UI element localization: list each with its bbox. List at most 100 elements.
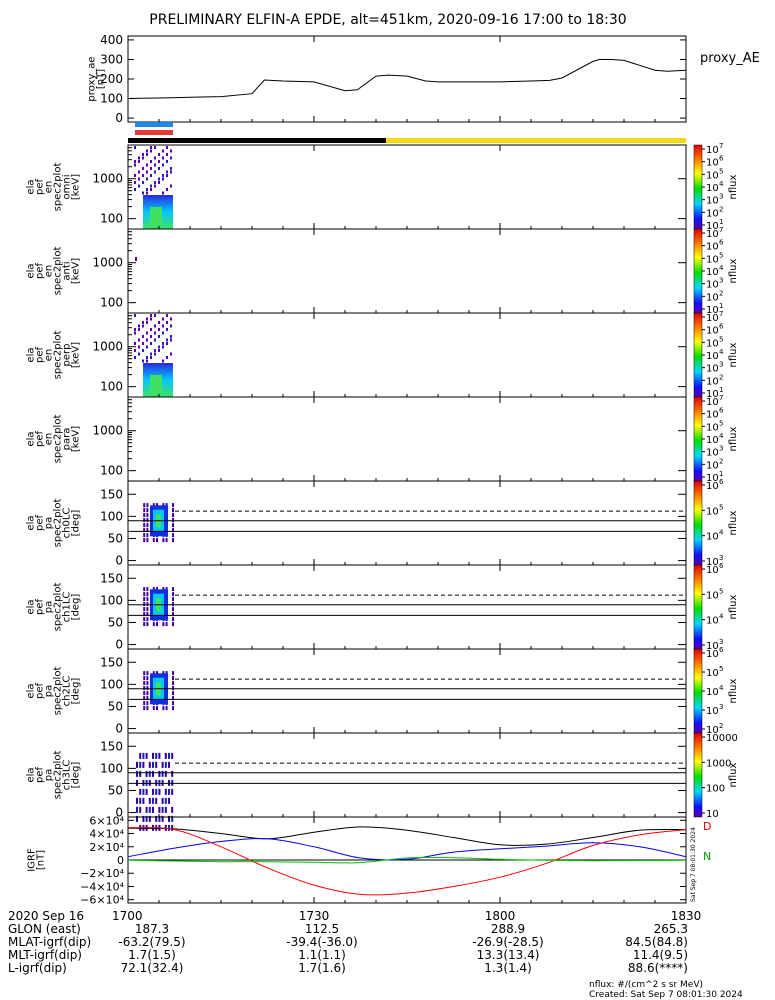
spectrogram-pixel [142, 349, 144, 352]
pitch-angle-pixel [143, 592, 146, 597]
spectrogram-pixel [142, 191, 144, 195]
pitch-angle-pixel [152, 752, 154, 759]
colorbar-label: nflux [728, 342, 739, 367]
orbit-value: 1.3(1.4) [484, 961, 532, 975]
pitch-angle-data-block [143, 503, 174, 543]
pitch-angle-pixel [143, 671, 146, 676]
colorbar-tick-label: 10 [706, 668, 719, 679]
energy-spectrogram-frame [127, 312, 687, 398]
pitch-angle-pixel [145, 815, 148, 822]
y-label-line: spec2plot [53, 331, 64, 380]
pitch-angle-pixel [146, 592, 149, 597]
y-label-line: spec2plot [53, 247, 64, 296]
spectrogram-pixel [134, 163, 136, 167]
pitch-angle-tick-label: 150 [100, 655, 123, 669]
pitch-angle-pixel [142, 752, 145, 759]
spectrogram-pixel [170, 149, 172, 153]
spectrogram-pixel [166, 338, 168, 342]
y-label-line: [deg] [71, 594, 82, 621]
pitch-angle-pixel [172, 706, 174, 711]
orbit-value: 13.3(13.4) [477, 948, 540, 962]
colorbar-tick-exponent: 1 [719, 218, 723, 226]
pitch-angle-frame [127, 564, 687, 650]
spectrogram-pixel [158, 177, 160, 181]
pitch-angle-pixel [172, 701, 174, 706]
igrf-tick-label: −6×10⁴ [80, 894, 124, 907]
pitch-angle-pixel [142, 761, 145, 768]
y-label-line: ch0LC [62, 508, 73, 539]
spectrogram-pixel [134, 356, 136, 359]
pitch-angle-pixel [171, 779, 174, 786]
pitch-angle-pixel [156, 538, 158, 543]
pitch-angle-pixel [143, 538, 146, 543]
colorbar-tick-exponent: 6 [719, 646, 724, 654]
proxy-ae-legend: proxy_AE [700, 51, 760, 66]
spectrogram-pixel [154, 352, 156, 356]
spectrogram-pixel [154, 163, 156, 167]
footer-units: nflux: #/(cm^2 s sr MeV) [589, 980, 703, 990]
pitch-angle-tick-label: 150 [100, 487, 123, 501]
pitch-angle-pixel [168, 797, 170, 804]
colorbar-tick-label: 1000 [706, 758, 731, 769]
pitch-angle-pixel [139, 806, 142, 813]
spectrogram-pixel [166, 170, 168, 174]
igrf-tick-label: 6×10⁴ [89, 814, 124, 827]
spectrogram-pixel [142, 335, 144, 338]
pitch-angle-pixel [172, 696, 174, 701]
colorbar-tick-label: 10 [706, 435, 719, 446]
spectrogram-pixel [150, 146, 152, 149]
orbit-value: -39.4(-36.0) [286, 935, 357, 949]
pitch-angle-pixel [152, 706, 155, 711]
colorbar [693, 228, 703, 314]
pitch-angle-pixel [148, 761, 151, 768]
spectrogram-pixel [158, 349, 160, 352]
spectrogram-pixel [166, 146, 168, 149]
spectrogram-pixel [138, 352, 140, 356]
energy-tick-label: 100 [100, 464, 123, 478]
y-label-line: para [62, 428, 73, 451]
colorbar-tick-exponent: 1 [719, 470, 723, 478]
colorbar-tick-label: 10 [706, 687, 719, 698]
spectrogram-pixel [154, 349, 156, 352]
spectrogram-pixel [146, 191, 148, 195]
pitch-angle-pixel [155, 797, 158, 804]
pitch-angle-pixel [148, 815, 151, 822]
spectrogram-pixel [170, 324, 172, 328]
colorbar [693, 144, 703, 230]
orbit-value: 1.7(1.5) [128, 948, 176, 962]
igrf-side-stamp: Sat Sep 7 08:01:30 2024 [690, 827, 697, 902]
colorbar-tick-label: 10 [706, 305, 719, 316]
science-zone-bar-blue [135, 122, 173, 127]
colorbar-tick-exponent: 7 [719, 310, 723, 318]
pitch-angle-pixel [152, 797, 154, 804]
pitch-angle-pixel [172, 671, 174, 676]
pitch-angle-pixel [162, 706, 165, 711]
spectrogram-pixel [158, 328, 160, 331]
pitch-angle-pixel [146, 597, 149, 602]
colorbar-tick-exponent: 4 [719, 348, 724, 356]
colorbar-label: nflux [728, 174, 739, 199]
pitch-angle-tick-label: 100 [100, 593, 123, 607]
y-label-line: ela [26, 347, 37, 362]
colorbar-tick-exponent: 6 [719, 478, 724, 486]
y-label-line: [deg] [71, 510, 82, 537]
spectrogram-pixel [158, 335, 160, 338]
spectrogram-pixel [138, 328, 140, 331]
y-label-line: omni [62, 175, 73, 200]
spectrogram-pixel [158, 345, 160, 349]
spectrogram-pixel [138, 170, 140, 174]
orbit-value: 187.3 [135, 922, 169, 936]
spectrogram-pixel [154, 181, 156, 184]
y-label-line: [keV] [71, 342, 82, 368]
colorbar-tick-exponent: 5 [719, 665, 723, 673]
pitch-angle-pixel [146, 538, 149, 543]
y-label-line: en [44, 433, 55, 446]
pitch-angle-pixel [143, 513, 146, 518]
pitch-angle-pixel [146, 617, 149, 622]
colorbar-tick-label: 10 [706, 473, 719, 484]
colorbar-tick-label: 10000 [706, 733, 738, 744]
pitch-angle-pixel [172, 597, 174, 602]
pitch-angle-pixel [168, 815, 170, 822]
